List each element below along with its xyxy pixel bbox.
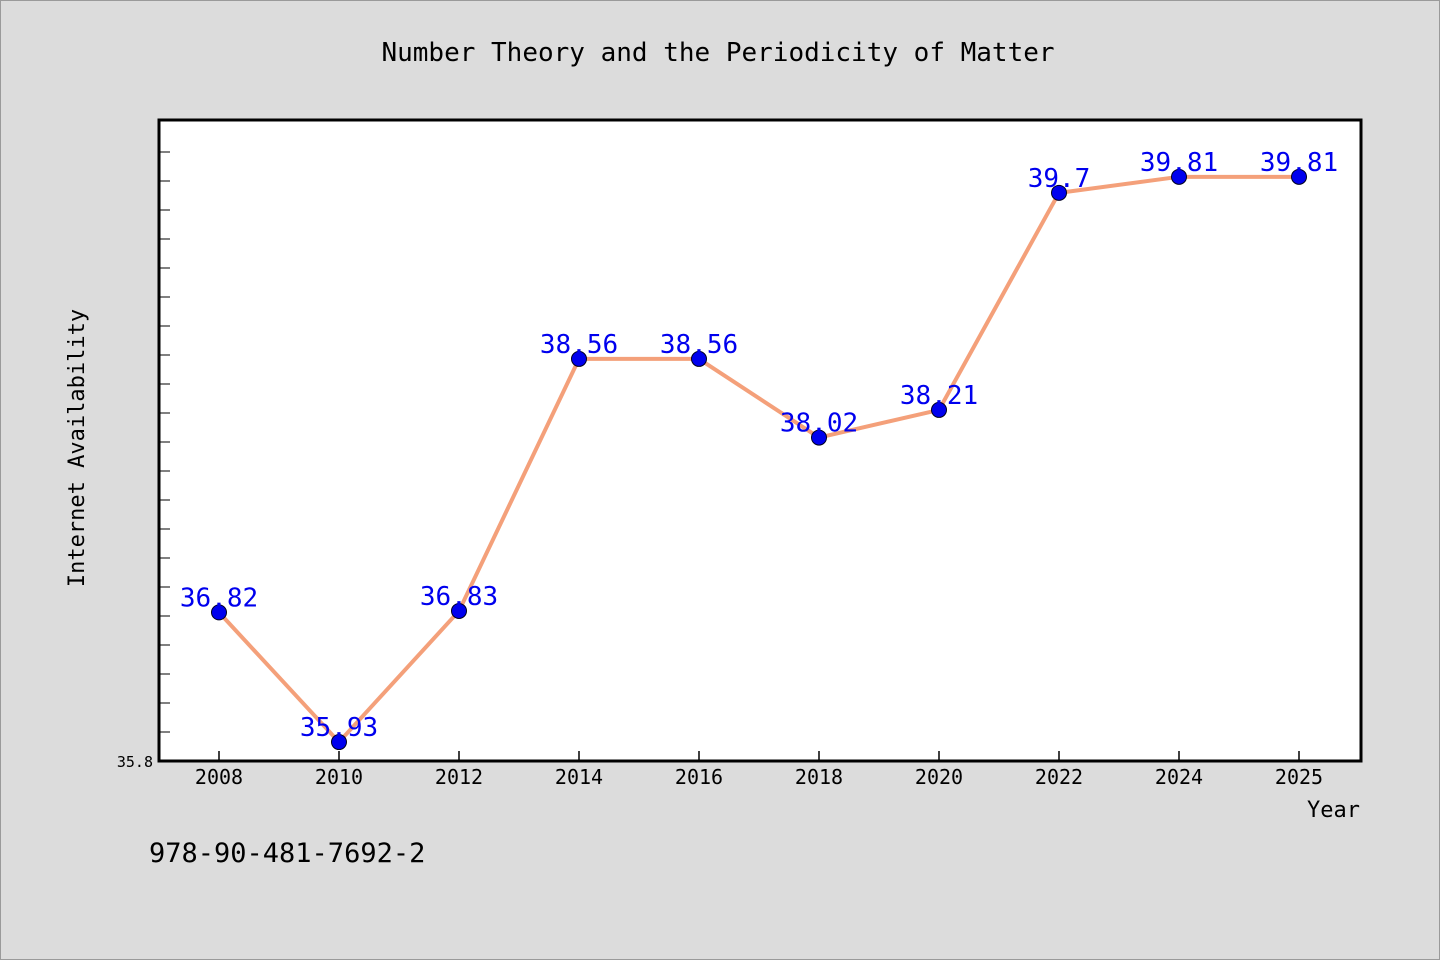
x-tick-label: 2014 bbox=[555, 765, 603, 789]
isbn-text: 978-90-481-7692-2 bbox=[149, 838, 425, 869]
x-tick-labels: 2008 2010 2012 2014 2016 2018 2020 2022 2024 2025 bbox=[195, 765, 1323, 789]
data-point bbox=[1171, 168, 1187, 185]
x-tick-label: 2016 bbox=[675, 765, 723, 789]
data-point bbox=[811, 429, 827, 446]
data-point bbox=[571, 350, 587, 367]
x-tick-label: 2024 bbox=[1155, 765, 1203, 789]
data-point bbox=[1051, 184, 1067, 201]
data-label: 38.21 bbox=[900, 381, 978, 411]
x-tick-label: 2018 bbox=[795, 765, 843, 789]
data-point bbox=[211, 604, 227, 621]
chart-title: Number Theory and the Periodicity of Mat… bbox=[381, 38, 1054, 68]
data-label: 38.56 bbox=[660, 330, 738, 360]
data-point bbox=[451, 602, 467, 619]
data-label: 39.7 bbox=[1028, 164, 1091, 194]
x-tick-label: 2008 bbox=[195, 765, 243, 789]
x-tick-label: 2025 bbox=[1275, 765, 1323, 789]
plot-area bbox=[157, 118, 1363, 763]
x-axis-title: Year bbox=[1307, 798, 1360, 823]
data-label: 39.81 bbox=[1140, 148, 1218, 178]
y-axis-ticks bbox=[159, 151, 170, 733]
data-label: 35.93 bbox=[300, 713, 378, 743]
data-label: 38.56 bbox=[540, 330, 618, 360]
series-markers bbox=[211, 168, 1307, 751]
data-label: 38.02 bbox=[780, 409, 858, 439]
data-point bbox=[931, 401, 947, 418]
data-label: 39.81 bbox=[1260, 148, 1338, 178]
y-axis-min-label: 35.8 bbox=[117, 753, 153, 771]
x-tick-label: 2012 bbox=[435, 765, 483, 789]
data-label: 36.82 bbox=[180, 583, 258, 613]
data-point bbox=[691, 350, 707, 367]
data-point bbox=[1291, 168, 1307, 185]
x-tick-label: 2022 bbox=[1035, 765, 1083, 789]
data-labels: 36.82 35.93 36.83 38.56 38.56 38.02 38.21 39.7 3… bbox=[180, 148, 1338, 743]
y-axis-title: Internet Availability bbox=[65, 309, 90, 587]
x-axis-ticks bbox=[218, 751, 1300, 761]
x-tick-label: 2020 bbox=[915, 765, 963, 789]
series-line bbox=[217, 174, 1299, 745]
x-tick-label: 2010 bbox=[315, 765, 363, 789]
data-point bbox=[331, 734, 347, 751]
data-label: 36.83 bbox=[420, 582, 498, 612]
